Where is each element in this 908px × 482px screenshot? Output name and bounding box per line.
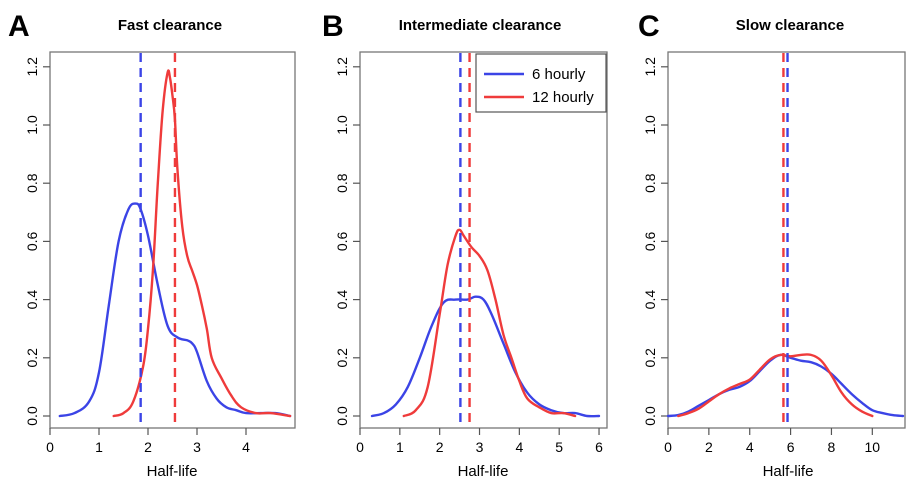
x-axis-label: Half-life (147, 463, 198, 480)
y-tick-label: 0.8 (642, 173, 658, 193)
legend: 6 hourly 12 hourly (475, 53, 607, 113)
legend-label-12-hourly: 12 hourly (532, 89, 594, 106)
y-tick-label: 1.2 (24, 57, 40, 77)
y-tick-label: 1.0 (24, 115, 40, 135)
y-tick-label: 0.0 (24, 406, 40, 426)
x-tick-label: 6 (595, 439, 603, 455)
y-tick-label: 1.0 (334, 115, 350, 135)
x-tick-label: 1 (95, 439, 103, 455)
y-tick-label: 0.8 (334, 173, 350, 193)
plot-frame (49, 51, 296, 429)
plot-area: 0 1 2 3 4 5 6 0.0 0.2 0.4 0.6 0.8 1.0 1.2 Half-life (334, 51, 608, 480)
x-tick-label: 4 (242, 439, 250, 455)
density-curve-six-hourly (370, 295, 601, 418)
plot-area: 0 1 2 3 4 0.0 0.2 0.4 0.6 0.8 1.0 1.2 Half-life (24, 51, 296, 480)
y-tick-label: 0.6 (334, 231, 350, 251)
x-tick-label: 3 (193, 439, 201, 455)
x-tick-label: 2 (705, 439, 713, 455)
plot-frame (667, 51, 906, 429)
y-tick-label: 0.0 (642, 406, 658, 426)
y-tick-label: 0.0 (334, 406, 350, 426)
y-tick-label: 0.8 (24, 173, 40, 193)
x-tick-label: 3 (476, 439, 484, 455)
x-axis-label: Half-life (458, 463, 509, 480)
panel-c: C Slow clearance 0 2 4 6 8 10 0.0 0.2 0.4 0.6 0.8 1… (638, 10, 906, 480)
x-tick-label: 1 (396, 439, 404, 455)
panel-letter: A (8, 10, 30, 43)
x-tick-label: 2 (144, 439, 152, 455)
panel-title: Slow clearance (736, 17, 844, 34)
panel-a: A Fast clearance 0 1 2 3 4 0.0 0.2 0.4 0.6 0.8 1.0… (8, 10, 296, 480)
x-tick-label: 4 (746, 439, 754, 455)
density-curve-twelve-hourly (677, 353, 874, 418)
density-curve-six-hourly (58, 202, 292, 418)
y-tick-label: 0.4 (24, 290, 40, 310)
x-tick-label: 0 (356, 439, 364, 455)
y-tick-label: 0.2 (24, 348, 40, 368)
x-tick-label: 4 (515, 439, 523, 455)
y-tick-label: 0.2 (642, 348, 658, 368)
density-curve-twelve-hourly (112, 69, 292, 418)
x-tick-label: 8 (828, 439, 836, 455)
x-axis-label: Half-life (763, 463, 814, 480)
panel-letter: C (638, 10, 660, 43)
y-tick-label: 1.2 (642, 57, 658, 77)
x-tick-label: 10 (865, 439, 881, 455)
y-tick-label: 0.6 (642, 231, 658, 251)
x-tick-label: 0 (664, 439, 672, 455)
panel-letter: B (322, 10, 344, 43)
panel-title: Fast clearance (118, 17, 222, 34)
plot-frame (359, 51, 608, 429)
x-tick-label: 0 (46, 439, 54, 455)
y-tick-label: 0.4 (334, 290, 350, 310)
plot-area: 0 2 4 6 8 10 0.0 0.2 0.4 0.6 0.8 1.0 1.2 Half-life (642, 51, 906, 480)
y-tick-label: 0.2 (334, 348, 350, 368)
x-tick-label: 6 (787, 439, 795, 455)
y-tick-label: 1.2 (334, 57, 350, 77)
panel-b: B Intermediate clearance 0 1 2 3 4 5 6 0.0 0.2 0.… (322, 10, 608, 480)
panel-title: Intermediate clearance (399, 17, 562, 34)
x-tick-label: 2 (436, 439, 444, 455)
y-tick-label: 0.4 (642, 290, 658, 310)
density-curve-twelve-hourly (402, 228, 577, 418)
legend-box (475, 53, 607, 113)
y-tick-label: 0.6 (24, 231, 40, 251)
legend-label-6-hourly: 6 hourly (532, 66, 586, 83)
y-tick-label: 1.0 (642, 115, 658, 135)
x-tick-label: 5 (555, 439, 563, 455)
